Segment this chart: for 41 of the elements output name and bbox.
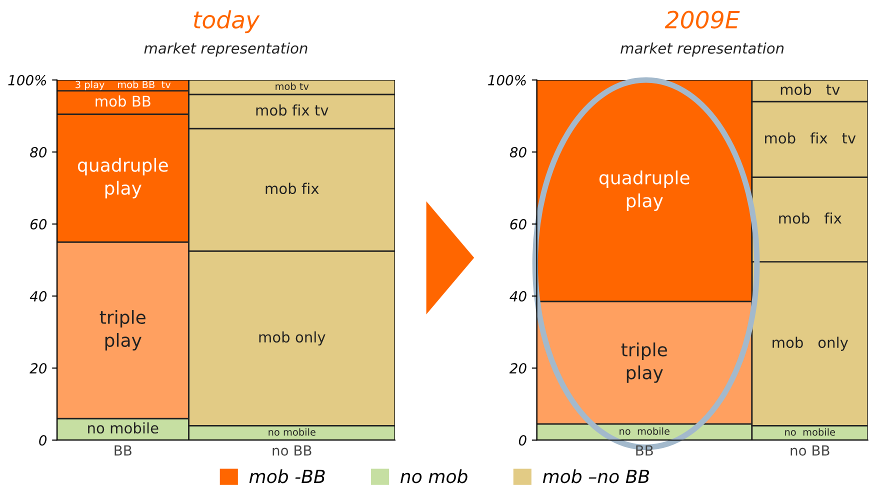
y-tick-label: 80 [510, 146, 526, 158]
legend-label: mob -BB [249, 469, 325, 484]
data-label: mob fix [266, 182, 319, 194]
y-tick-label: 100% [488, 74, 526, 86]
data-label: no mobile [268, 428, 316, 436]
data-label: 3 play mob BB tv [76, 80, 171, 90]
x-tick-label: BB [636, 445, 653, 456]
data-label: mob tv [780, 84, 840, 96]
y-tick-label: 40 [30, 291, 47, 302]
data-label: mob only [772, 336, 848, 351]
y-tick-label: 60 [30, 219, 47, 230]
x-tick-label: BB [114, 445, 132, 456]
y-tick-label: 60 [510, 219, 526, 230]
y-tick-label: 20 [509, 363, 526, 374]
legend-label: mob –no BB [542, 469, 650, 484]
chart-title: 2009E [664, 10, 740, 29]
data-label: triple play [621, 342, 667, 383]
data-label: quadruple play [599, 170, 690, 211]
data-label: triple play [100, 310, 146, 350]
data-label: no mobile [785, 428, 836, 436]
legend-label: no mob [400, 469, 468, 484]
data-label: mob BB [96, 95, 150, 107]
y-tick-label: 0 [39, 435, 47, 446]
data-label: mob tv [276, 82, 309, 90]
y-tick-label: 40 [510, 291, 526, 302]
data-label: mob fix tv [765, 132, 856, 144]
chart-title: today [194, 10, 260, 34]
chart-subtitle: market representation [620, 42, 784, 57]
data-label: no mobile [88, 422, 158, 434]
x-tick-label: no BB [272, 445, 312, 456]
data-label: mob fix tv [256, 104, 328, 116]
data-label: mob only [259, 331, 326, 346]
y-tick-label: 100% [8, 74, 46, 86]
chart-subtitle: market representation [144, 42, 308, 57]
data-label: no mobile [620, 427, 670, 435]
y-tick-label: 20 [30, 363, 47, 374]
x-tick-label: no BB [790, 445, 830, 456]
y-tick-label: 80 [30, 146, 47, 158]
data-label: mob fix [779, 212, 842, 224]
y-tick-label: 0 [518, 435, 526, 446]
data-label: quadruple play [78, 158, 168, 198]
